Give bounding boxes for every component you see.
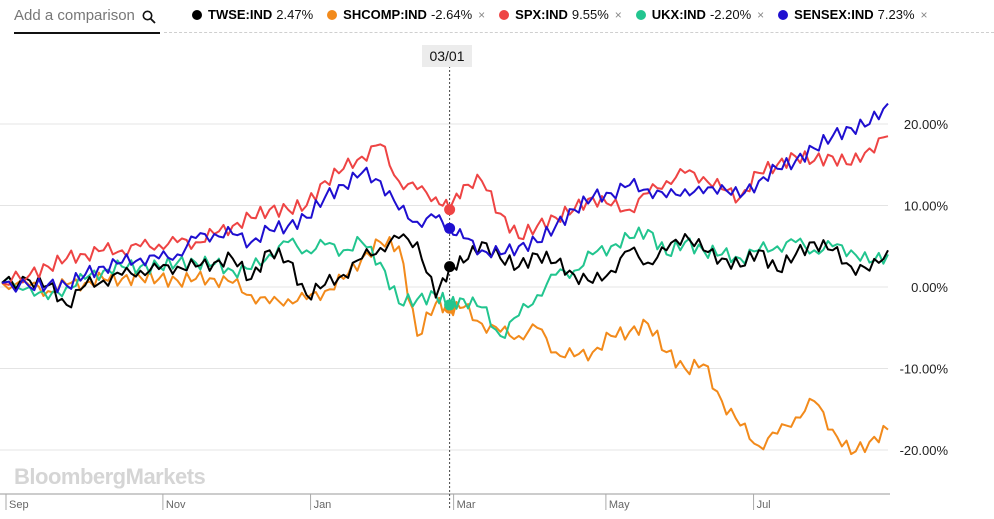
- remove-series-icon[interactable]: ×: [478, 7, 486, 22]
- remove-series-icon[interactable]: ×: [614, 7, 622, 22]
- legend-item[interactable]: SPX:IND 9.55% ×: [499, 7, 622, 22]
- legend-ticker: UKX:IND: [651, 7, 706, 22]
- crosshair-marker: [444, 261, 456, 273]
- x-tick-label: Mar: [457, 499, 476, 511]
- x-tick-label: Nov: [166, 499, 186, 511]
- bloomberg-logo: BloombergMarkets: [14, 464, 206, 489]
- legend-change: -2.64%: [430, 7, 473, 22]
- series-color-dot-icon: [499, 9, 510, 20]
- y-tick-label: 20.00%: [904, 117, 949, 132]
- legend-ticker: SHCOMP:IND: [343, 7, 427, 22]
- x-tick-label: Sep: [9, 499, 29, 511]
- legend-change: 7.23%: [877, 7, 915, 22]
- remove-series-icon[interactable]: ×: [757, 7, 765, 22]
- legend-ticker: TWSE:IND: [208, 7, 273, 22]
- legend-change: 2.47%: [276, 7, 314, 22]
- x-tick-label: Jan: [314, 499, 332, 511]
- comparison-search[interactable]: Add a comparison: [14, 4, 160, 34]
- legend-ticker: SPX:IND: [515, 7, 568, 22]
- x-tick-label: May: [609, 499, 630, 511]
- legend-change: -2.20%: [709, 7, 752, 22]
- legend-item[interactable]: SHCOMP:IND -2.64% ×: [327, 7, 485, 22]
- series-color-dot-icon: [327, 9, 338, 20]
- legend-item[interactable]: UKX:IND -2.20% ×: [635, 7, 765, 22]
- crosshair-marker: [444, 222, 456, 234]
- y-tick-label: -20.00%: [900, 443, 949, 458]
- y-tick-label: 10.00%: [904, 199, 949, 214]
- legend-ticker: SENSEX:IND: [794, 7, 874, 22]
- search-input[interactable]: Add a comparison: [14, 7, 135, 24]
- legend-change: 9.55%: [571, 7, 609, 22]
- x-tick-label: Jul: [757, 499, 771, 511]
- remove-series-icon[interactable]: ×: [920, 7, 928, 22]
- series-color-dot-icon: [778, 9, 789, 20]
- y-tick-label: 0.00%: [911, 280, 948, 295]
- legend-item[interactable]: TWSE:IND 2.47%: [192, 7, 313, 22]
- series-color-dot-icon: [635, 9, 646, 20]
- hover-date-label: 03/01: [422, 45, 472, 67]
- search-icon[interactable]: [142, 10, 156, 24]
- series-color-dot-icon: [192, 9, 202, 20]
- legend-item[interactable]: SENSEX:IND 7.23% ×: [778, 7, 928, 22]
- crosshair-marker: [444, 299, 456, 311]
- y-tick-label: -10.00%: [900, 362, 949, 377]
- crosshair-marker: [444, 204, 456, 216]
- toolbar: Add a comparison TWSE:IND 2.47% SHCOMP:IND…: [0, 0, 994, 34]
- legend: TWSE:IND 2.47% SHCOMP:IND -2.64% × SPX:IND 9.5…: [192, 7, 942, 22]
- toolbar-divider: [164, 32, 994, 33]
